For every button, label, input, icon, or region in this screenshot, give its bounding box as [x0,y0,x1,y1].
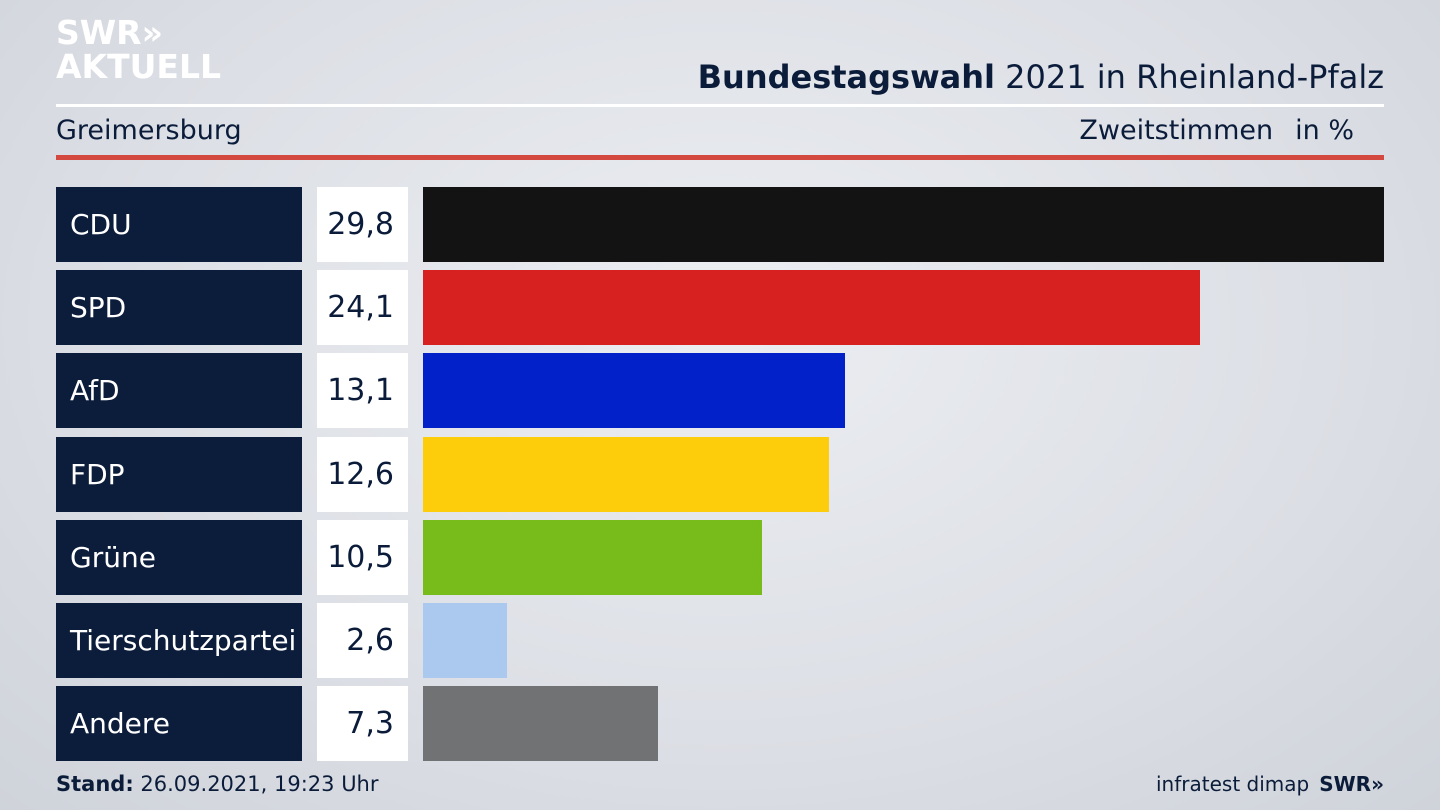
bar-row: AfD 13,1 [56,353,1384,428]
bar [423,437,829,512]
bar [423,270,1200,345]
bar [423,686,658,761]
party-label: Andere [56,686,302,761]
swr-aktuell-logo: SWR» AKTUELL [56,16,221,84]
bar [423,353,845,428]
value-label: 24,1 [317,270,408,345]
party-label: SPD [56,270,302,345]
measure-label: Zweitstimmen [1079,115,1274,146]
source-name: infratest dimap [1156,772,1310,796]
stand-value: 26.09.2021, 19:23 Uhr [140,772,379,796]
value-label: 12,6 [317,437,408,512]
value-label: 13,1 [317,353,408,428]
bar [423,603,507,678]
title-bold: Bundestagswahl [697,58,995,96]
bar-row: Grüne 10,5 [56,520,1384,595]
party-label: FDP [56,437,302,512]
title-rest: 2021 in Rheinland-Pfalz [1005,58,1384,96]
party-label: AfD [56,353,302,428]
bar-row: FDP 12,6 [56,437,1384,512]
bar [423,520,762,595]
bar [423,187,1384,262]
party-label: Grüne [56,520,302,595]
accent-divider [56,155,1384,160]
value-label: 10,5 [317,520,408,595]
logo-line-1: SWR» [56,13,163,52]
unit-label: in % [1295,115,1354,146]
party-label: Tierschutzpartei [56,603,302,678]
place-name: Greimersburg [56,115,242,146]
bar-row: SPD 24,1 [56,270,1384,345]
timestamp: Stand: 26.09.2021, 19:23 Uhr [56,772,379,796]
value-label: 29,8 [317,187,408,262]
value-label: 2,6 [317,603,408,678]
bar-row: CDU 29,8 [56,187,1384,262]
value-label: 7,3 [317,686,408,761]
stand-label: Stand: [56,772,134,796]
source-brand-logo: SWR» [1319,772,1384,796]
page-title: Bundestagswahl 2021 in Rheinland-Pfalz [698,58,1384,96]
source-credit: infratest dimap SWR» [1156,772,1384,796]
measure-unit: Zweitstimmen in % [1079,115,1354,146]
bar-row: Tierschutzpartei 2,6 [56,603,1384,678]
logo-line-2: AKTUELL [56,47,222,86]
header-divider [56,104,1384,107]
party-label: CDU [56,187,302,262]
bar-row: Andere 7,3 [56,686,1384,761]
